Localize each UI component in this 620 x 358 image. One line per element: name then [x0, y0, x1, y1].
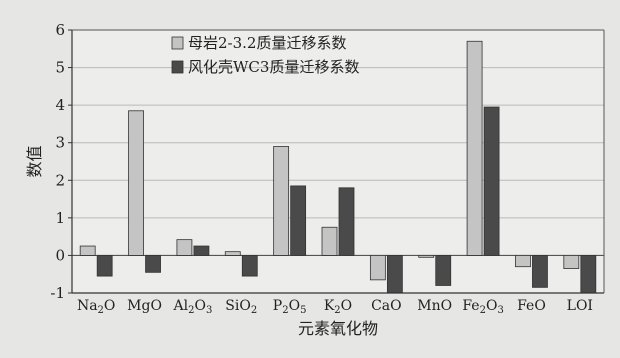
y-tick-labels: -1 0 1 2 3 4 5 6 [50, 21, 72, 302]
y-tick-label: 4 [55, 96, 65, 114]
gridlines [72, 29, 604, 294]
legend-label-1: 母岩2-3.2质量迁移系数 [188, 34, 346, 52]
y-tick-label: 1 [55, 209, 65, 227]
bar-series-1 [273, 146, 290, 256]
x-category-label: SiO2 [225, 298, 257, 316]
bar-series-2 [193, 245, 210, 256]
y-tick-label: 0 [55, 246, 65, 264]
x-category-label: FeO [517, 298, 546, 314]
bar-series-1 [466, 40, 483, 256]
bar-series-1 [224, 251, 241, 256]
bar-series-2 [241, 255, 258, 277]
plot-area [72, 30, 604, 293]
x-category-label: MgO [127, 298, 162, 314]
y-tick-label: 6 [55, 21, 65, 39]
x-category-label: P2O5 [273, 298, 307, 316]
bar-series-2 [386, 255, 403, 294]
bar-series-2 [435, 255, 452, 286]
bar-series-1 [321, 226, 338, 256]
bar-series-2 [483, 106, 500, 256]
bar-series-1 [563, 255, 580, 269]
y-tick-label: 2 [55, 171, 65, 189]
y-tick-label: 5 [55, 59, 65, 77]
x-category-labels: Na2O MgO Al2O3 SiO2 P2O5 K2O CaO MnO Fe2O3 FeO LOI [77, 298, 593, 316]
x-category-label: CaO [371, 298, 402, 314]
y-tick-label: 3 [55, 134, 65, 152]
legend-swatch-1 [171, 36, 184, 50]
x-category-label: LOI [567, 298, 593, 314]
bar-series-1 [176, 239, 193, 256]
bar-series-1 [369, 255, 386, 281]
x-category-label: Na2O [77, 298, 115, 316]
axes [71, 29, 605, 294]
bar-series-2 [290, 185, 307, 256]
bar-series-1 [515, 255, 531, 268]
bars [79, 40, 597, 294]
x-category-label: Fe2O3 [462, 298, 503, 316]
y-axis-title: 数值 [25, 145, 44, 177]
bar-series-2 [338, 187, 355, 256]
y-tick-label: -1 [50, 284, 65, 302]
x-category-label: K2O [324, 298, 352, 316]
bar-series-2 [96, 255, 113, 277]
bar-series-2 [145, 255, 161, 273]
legend-swatch-2 [171, 60, 184, 74]
x-category-label: Al2O3 [172, 298, 212, 316]
legend-label-2: 风化壳WC3质量迁移系数 [188, 58, 359, 76]
bar-series-2 [532, 255, 548, 288]
x-category-label: MnO [417, 298, 452, 314]
x-axis-title: 元素氧化物 [298, 319, 378, 338]
bar-series-1 [79, 245, 96, 256]
bar-series-1 [128, 110, 144, 256]
bar-series-2 [580, 255, 597, 294]
bar-series-1 [418, 255, 435, 258]
